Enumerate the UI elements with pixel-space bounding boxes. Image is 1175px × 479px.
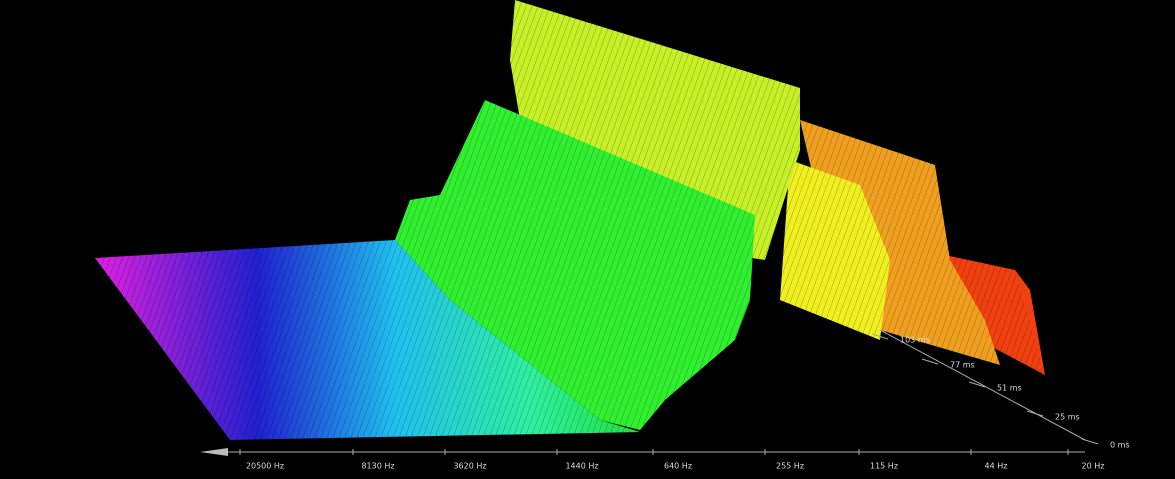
time-tick — [1026, 410, 1044, 417]
time-axis-line — [879, 329, 1086, 441]
time-tick — [871, 333, 889, 340]
frequency-labels: 20500 Hz 8130 Hz 3620 Hz 1440 Hz 640 Hz 255 H… — [239, 449, 1105, 471]
time-tick — [1081, 438, 1099, 445]
time-tick — [968, 381, 986, 388]
frequency-label: 255 Hz — [776, 462, 804, 471]
time-tick — [921, 358, 939, 365]
frequency-label: 8130 Hz — [361, 462, 394, 471]
frequency-label: 20 Hz — [1082, 462, 1105, 471]
surface — [95, 0, 1045, 440]
frequency-label: 1440 Hz — [565, 462, 598, 471]
surface-mesh — [95, 0, 1045, 440]
frequency-label: 640 Hz — [664, 462, 692, 471]
time-labels: 0 ms 25 ms 51 ms 77 ms 103 ms — [871, 333, 1130, 450]
axes — [200, 329, 1086, 456]
time-label: 103 ms — [900, 336, 930, 345]
time-label: 25 ms — [1055, 413, 1080, 422]
frequency-label: 115 Hz — [870, 462, 898, 471]
time-label: 0 ms — [1110, 441, 1130, 450]
time-label: 77 ms — [950, 361, 975, 370]
frequency-label: 3620 Hz — [453, 462, 486, 471]
axis-arrow — [200, 448, 228, 456]
time-label: 51 ms — [997, 384, 1022, 393]
frequency-label: 20500 Hz — [246, 462, 284, 471]
frequency-label: 44 Hz — [985, 462, 1008, 471]
